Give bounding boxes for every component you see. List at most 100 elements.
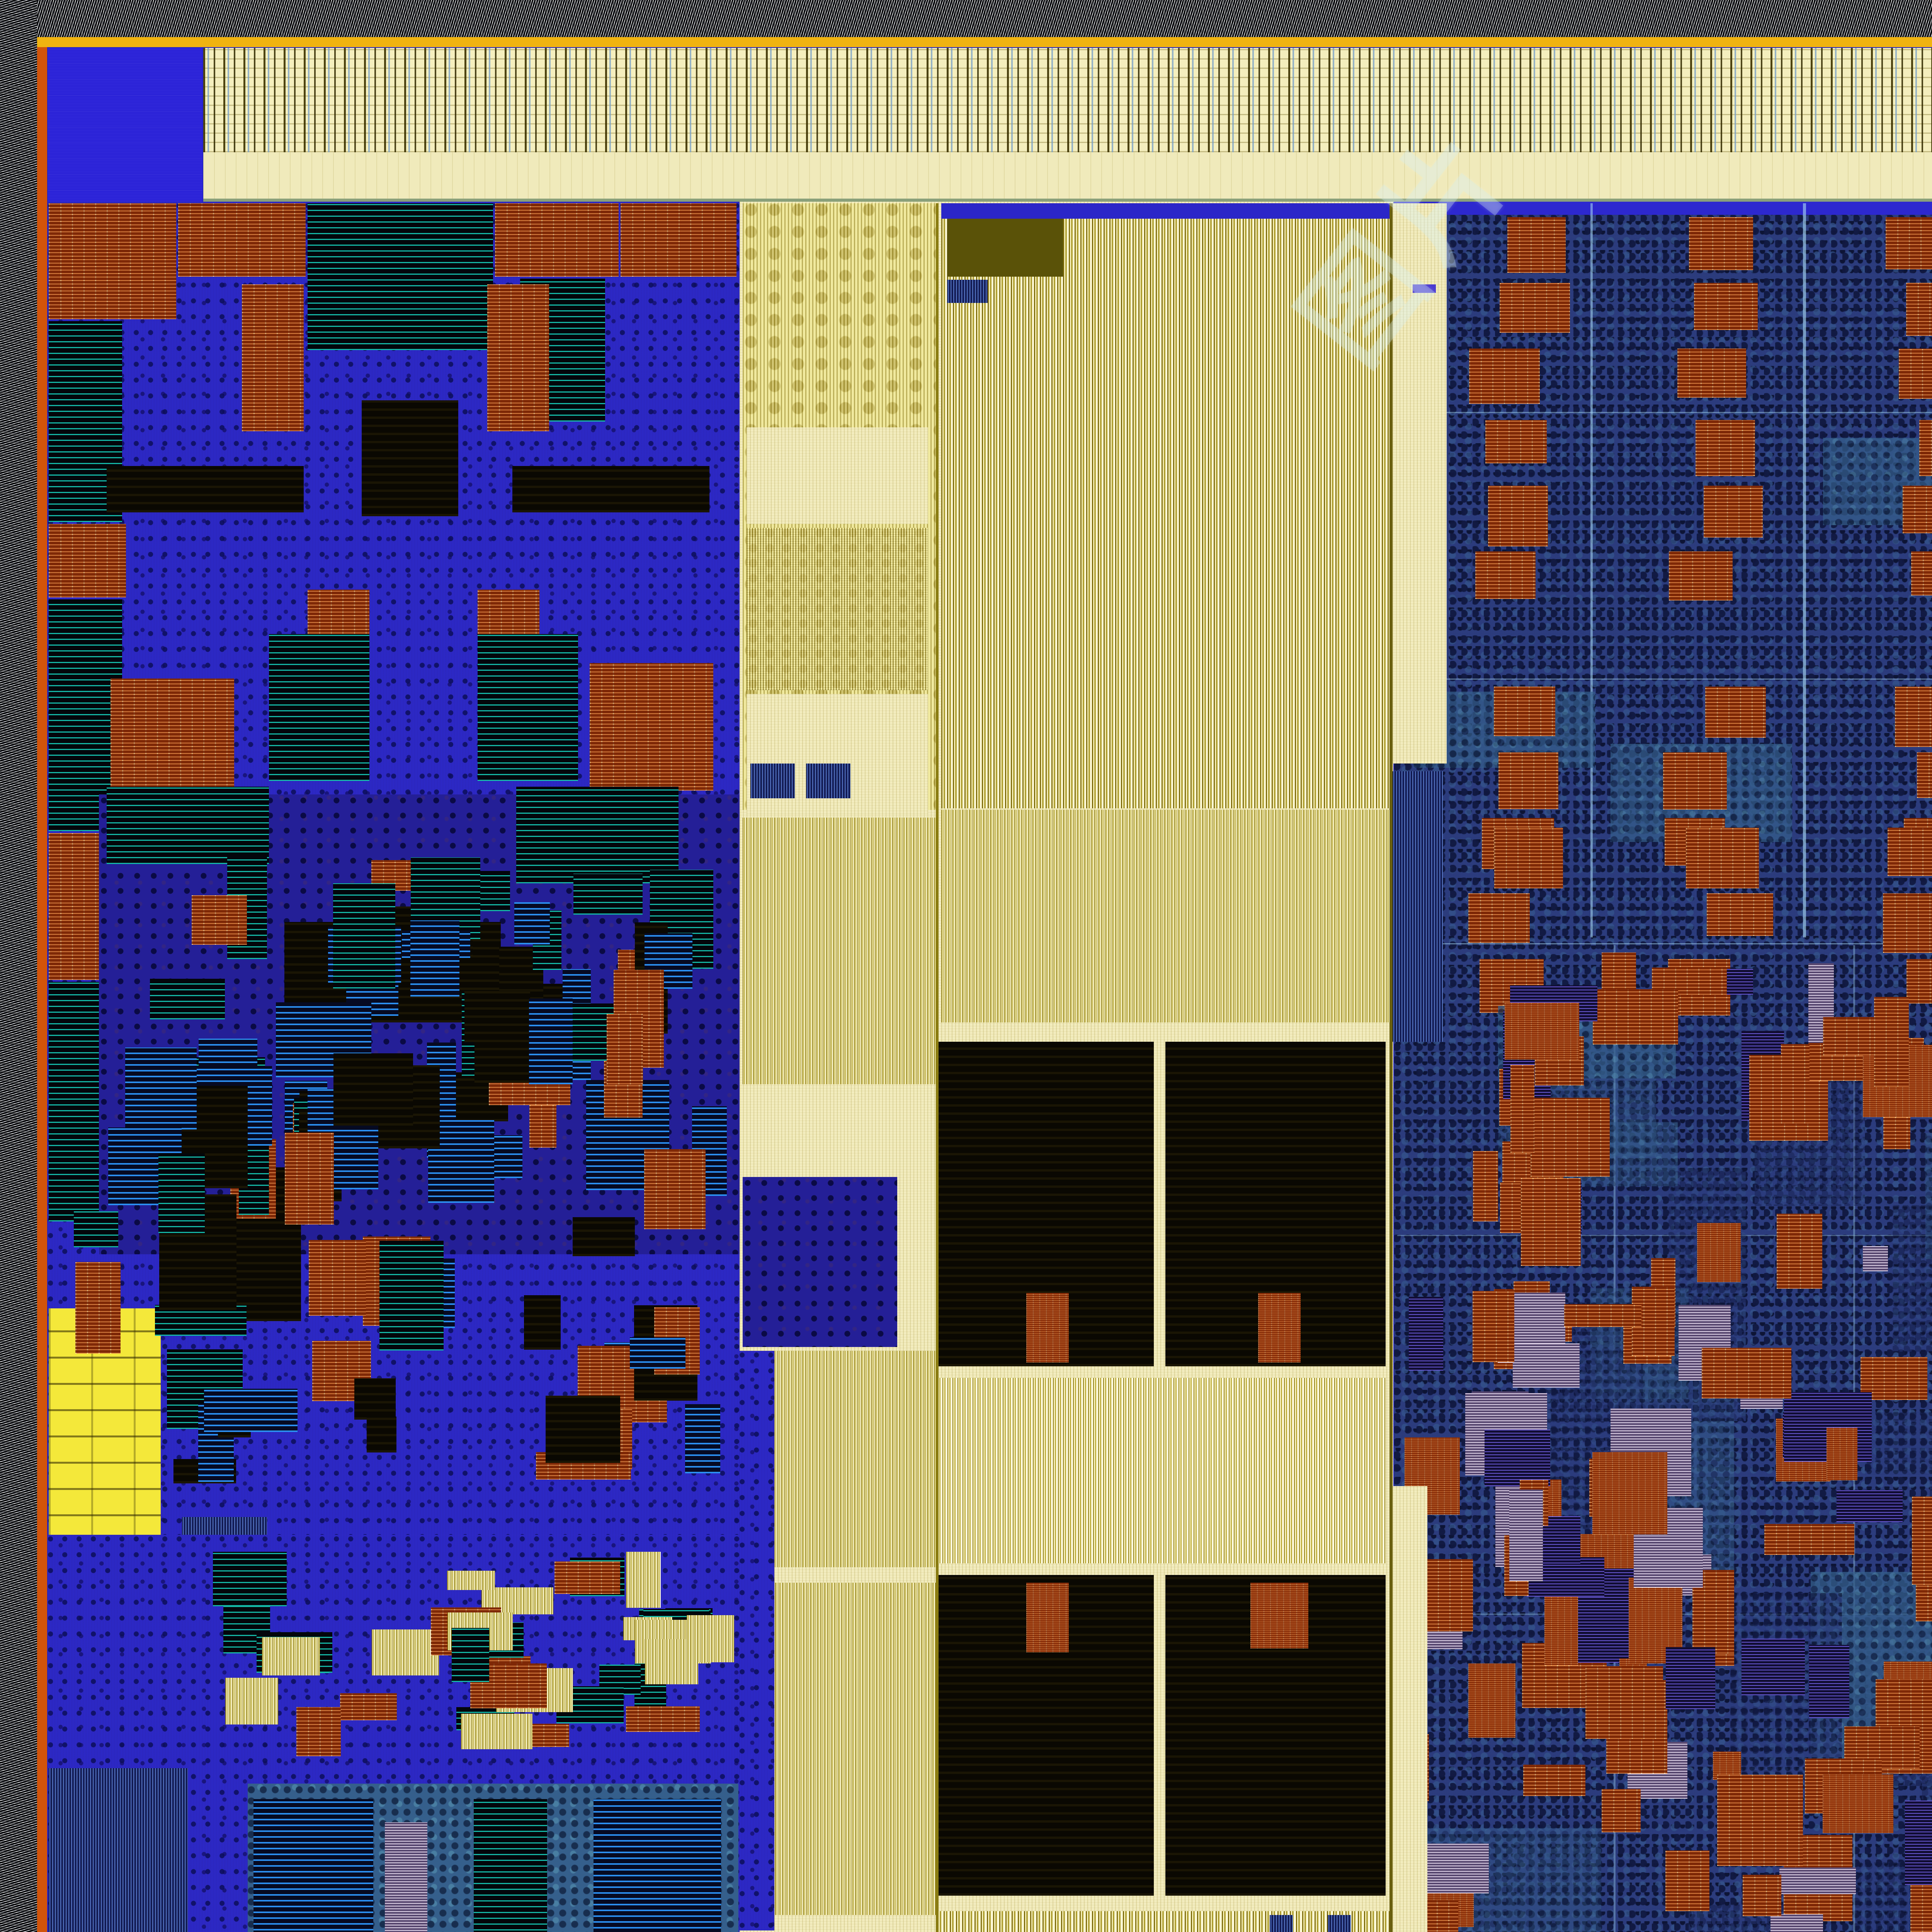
sram-macro <box>685 1404 720 1473</box>
gpu-sram-macro <box>1494 687 1555 736</box>
gpu-sram-macro <box>1482 818 1554 869</box>
sram-macro <box>529 998 573 1084</box>
gpu-sram-macro <box>1634 1508 1703 1588</box>
region-gpu-interface-fuse <box>1413 284 1436 293</box>
gpu-sram-macro <box>1669 551 1733 600</box>
gpu-sram-macro <box>1544 1584 1578 1665</box>
gpu-sram-macro <box>1906 283 1932 336</box>
gpu-sram-macro <box>1919 420 1932 476</box>
gpu-sram-macro <box>1513 1344 1580 1388</box>
gpu-sram-macro <box>1743 1875 1781 1916</box>
sram-macro <box>645 1639 698 1684</box>
gpu-slice-boundary-2 <box>1803 203 1806 937</box>
gpu-sram-macro <box>1861 1357 1927 1400</box>
gpu-sram-macro <box>1629 1578 1682 1663</box>
gpu-sram-macro <box>1827 1428 1857 1480</box>
sram-macro <box>573 874 643 915</box>
region-pad-plane-top-left <box>48 48 202 202</box>
region-center-left-blue-strip <box>740 1351 774 1930</box>
region-center-left-stdcell-c <box>775 1583 937 1915</box>
sram-macro <box>213 1552 287 1606</box>
sram-macro-left-low-b <box>269 634 369 781</box>
gpu-sram-macro <box>1468 893 1530 943</box>
region-gpu-interface-strip-2 <box>1393 1486 1427 1932</box>
sram-macro-left-low-f <box>111 679 234 806</box>
gpu-sram-macro <box>1666 1647 1715 1709</box>
gpu-sram-macro <box>1696 420 1755 476</box>
gpu-sram-macro <box>1903 486 1932 533</box>
gpu-sram-macro <box>1779 1867 1856 1894</box>
sram-macro <box>554 1561 620 1594</box>
gpu-sram-macro <box>1809 1645 1849 1718</box>
gpu-row-boundary-3 <box>1397 943 1932 944</box>
sram-macro-left-row-top-e <box>621 203 736 277</box>
scribe-texture-top <box>0 0 1932 37</box>
sram-macro <box>285 1133 334 1225</box>
gpu-sram-macro <box>1702 1348 1791 1398</box>
gpu-sram-macro <box>1409 1297 1443 1371</box>
sram-macro <box>75 1262 121 1354</box>
sram-macro-sw-lav-a <box>385 1822 427 1932</box>
gpu-sram-macro <box>1677 349 1746 398</box>
gpu-sram-macro <box>1764 1524 1854 1555</box>
sram-macro-left-mid-b <box>487 284 549 431</box>
region-core-topbar-blue <box>941 203 1393 219</box>
sram-macro-left-mid-a <box>242 284 304 431</box>
sram-macro <box>573 1217 635 1256</box>
gpu-sram-macro <box>1770 1914 1823 1932</box>
sram-macro <box>532 1724 569 1747</box>
region-core-lower-logic <box>937 1911 1393 1932</box>
region-sw-pad-cluster-a <box>49 1768 188 1932</box>
gpu-sram-macro <box>1686 828 1759 888</box>
gpu-sram-macro <box>1564 1304 1641 1327</box>
region-center-left-bump-b <box>806 764 850 798</box>
sram-macro-left-center-wide-r <box>512 466 709 512</box>
sram-macro-left-row-top-c <box>495 203 619 277</box>
gpu-sram-macro <box>1911 551 1932 595</box>
gpu-sram-macro <box>1777 1214 1822 1289</box>
scribe-texture-left <box>0 0 37 1932</box>
cache-bank-r1-repair-a <box>1026 1293 1069 1362</box>
gpu-sram-macro <box>1697 1223 1741 1282</box>
sram-macro <box>461 1714 532 1749</box>
sram-macro <box>333 883 395 988</box>
sram-macro-left-center-block <box>362 400 458 516</box>
sram-macro <box>529 1100 556 1148</box>
gpu-logic-patch <box>1893 1205 1932 1352</box>
region-core-lower-bump-a <box>1270 1915 1293 1932</box>
gpu-row-boundary-1 <box>1397 412 1932 413</box>
sram-macro-left-edge-1 <box>49 203 176 319</box>
gpu-row-boundary-2 <box>1397 679 1932 680</box>
sram-macro <box>452 1628 489 1682</box>
sram-macro <box>340 1693 397 1720</box>
sram-macro <box>481 1587 553 1614</box>
sram-macro <box>607 1014 643 1084</box>
region-center-left-bluewin <box>743 1177 897 1347</box>
gpu-sram-macro <box>1663 752 1727 810</box>
sram-macro <box>410 920 459 997</box>
gpu-sram-macro <box>1602 1789 1641 1832</box>
gpu-sram-macro <box>1905 1801 1932 1885</box>
sram-macro-left-low-e <box>590 663 713 791</box>
gpu-sram-macro <box>1468 1663 1515 1738</box>
gpu-sram-macro <box>1717 1775 1803 1866</box>
gpu-sram-macro <box>1507 217 1566 273</box>
sram-macro <box>204 1389 298 1432</box>
gpu-sram-macro <box>1883 893 1932 953</box>
region-center-left-logic-mid <box>747 528 928 690</box>
gpu-sram-macro <box>1500 283 1570 333</box>
region-gpu-interface-strip <box>1393 203 1447 764</box>
gpu-slice-boundary-1 <box>1590 203 1593 937</box>
gpu-sram-macro <box>1694 283 1758 330</box>
gpu-sram-macro <box>1585 1666 1663 1739</box>
gpu-upper-sram-macro-grid <box>1394 202 1932 1015</box>
gpu-sram-macro <box>1781 1044 1810 1123</box>
sram-macro <box>155 1305 247 1336</box>
gpu-row-boundary-4 <box>1397 1235 1932 1236</box>
sram-macro <box>192 895 247 945</box>
scribe-street-top <box>0 0 1932 37</box>
gpu-sram-macro <box>1473 1291 1514 1362</box>
gpu-sram-macro <box>1531 1098 1610 1177</box>
sram-macro <box>379 1241 444 1350</box>
